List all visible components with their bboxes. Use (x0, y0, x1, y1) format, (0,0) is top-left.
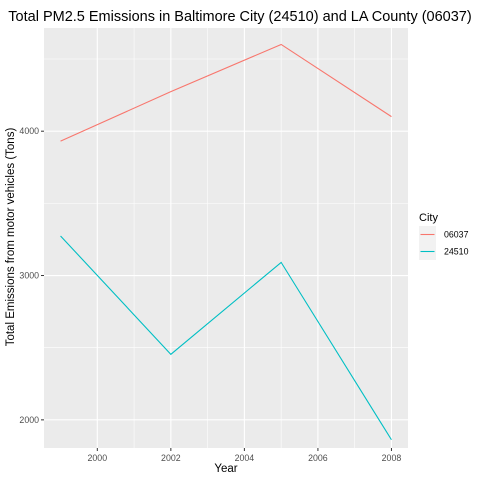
series-line-24510 (60, 235, 392, 441)
series-line-06037 (60, 43, 392, 142)
x-tick-label: 2004 (235, 453, 255, 463)
x-tick-label: 2006 (308, 453, 328, 463)
plot-panel (44, 28, 408, 448)
legend-label: 06037 (444, 230, 469, 240)
y-tick-label: 3000 (19, 271, 39, 281)
legend-label: 24510 (444, 247, 469, 257)
legend-title: City (419, 212, 438, 224)
x-tick-label: 2008 (382, 453, 402, 463)
series-layer (60, 43, 392, 441)
legend: City 06037 24510 (419, 212, 469, 260)
y-tick-label: 2000 (19, 415, 39, 425)
y-tick-label: 4000 (19, 126, 39, 136)
x-tick-label: 2000 (88, 453, 108, 463)
x-axis-title: Year (214, 463, 237, 475)
axis-ticks: 2000 2002 2004 2006 2008 2000 3000 4000 (19, 126, 401, 463)
x-tick-label: 2002 (161, 453, 181, 463)
y-axis-title: Total Emissions from motor vehicles (Ton… (5, 128, 17, 347)
panel-background (44, 28, 408, 448)
chart-title: Total PM2.5 Emissions in Baltimore City … (8, 9, 471, 25)
